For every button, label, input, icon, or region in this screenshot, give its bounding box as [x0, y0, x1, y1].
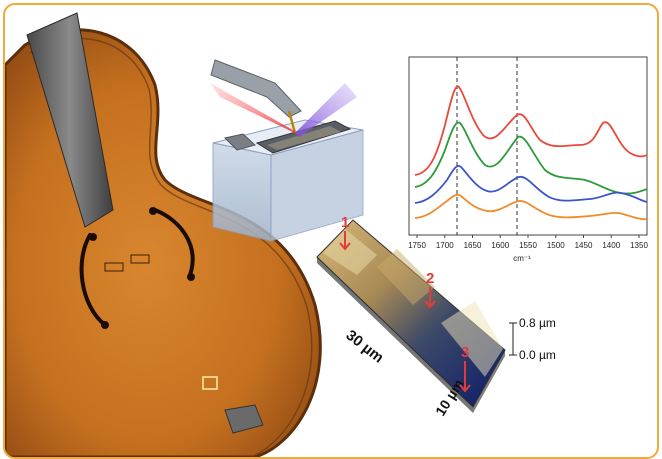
figure-canvas: 1750 1700 1650 1600 1550 1500 1450 1400 1350 cm⁻… [5, 12, 648, 457]
marker-1-label: 1 [341, 214, 349, 231]
marker-1-arrow-icon [339, 231, 351, 251]
figure-frame: 1750 1700 1650 1600 1550 1500 1450 1400 1350 cm⁻… [3, 3, 659, 459]
spectrum-x-unit: cm⁻¹ [513, 254, 531, 263]
spectrum-curve-orange [414, 193, 648, 221]
ir-spectrum-chart: 1750 1700 1650 1600 1550 1500 1450 1400 1350 cm⁻… [408, 56, 648, 263]
spectrum-curve-green [414, 121, 648, 195]
afm-ir-setup-illustration [210, 59, 364, 242]
length-scale-label: 30 µm [343, 327, 387, 367]
afm-topography-map: 0.8 µm 0.0 µm 30 µm 10 µm 1 2 3 [316, 214, 556, 419]
spectrum-x-tick-label: 1750 [408, 241, 426, 250]
spectrum-x-tick-label: 1650 [464, 241, 482, 250]
marker-3-label: 3 [461, 344, 469, 361]
spectrum-x-tick-label: 1400 [602, 241, 620, 250]
violin-illustration [5, 12, 322, 457]
spectrum-plot-area [408, 56, 648, 236]
marker-2-label: 2 [426, 270, 434, 287]
spectrum-curve-red [414, 85, 648, 176]
spectrum-x-tick-label: 1600 [491, 241, 509, 250]
marker-2-arrow-icon [424, 287, 436, 309]
spectrum-x-axis: 1750 1700 1650 1600 1550 1500 1450 1400 1350 [408, 235, 648, 250]
spectrum-x-tick-label: 1350 [630, 241, 648, 250]
spectrum-x-tick-label: 1500 [547, 241, 565, 250]
height-top-label: 0.8 µm [519, 316, 556, 330]
height-bottom-label: 0.0 µm [519, 348, 556, 362]
marker-3-arrow-icon [459, 361, 471, 393]
spectrum-x-tick-label: 1450 [575, 241, 593, 250]
spectrum-curve-blue [414, 165, 648, 204]
spectrum-x-tick-label: 1550 [519, 241, 537, 250]
spectrum-x-tick-label: 1700 [436, 241, 454, 250]
